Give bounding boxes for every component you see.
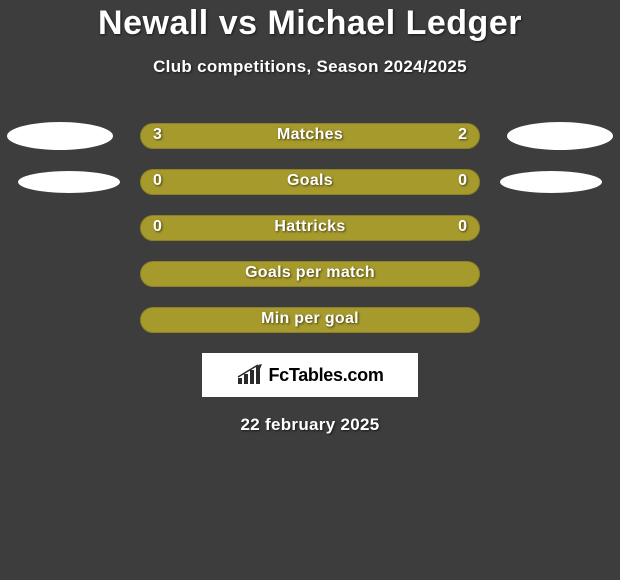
stat-bar: Matches3 2 (140, 123, 480, 149)
stat-bar: Goals0 0 (140, 169, 480, 195)
bars-icon (236, 364, 264, 386)
comparison-panel: Newall vs Michael Ledger Club competitio… (0, 0, 620, 435)
page-title: Newall vs Michael Ledger (0, 4, 620, 43)
stat-label: Goals (141, 172, 479, 190)
stat-right-value: 0 (458, 172, 467, 190)
stat-right-value: 2 (458, 126, 467, 144)
branding-badge: FcTables.com (202, 353, 418, 397)
stat-left-value: 0 (153, 172, 162, 190)
stat-row: Hattricks0 0 (0, 215, 620, 241)
page-subtitle: Club competitions, Season 2024/2025 (0, 57, 620, 77)
stat-bar: Hattricks0 0 (140, 215, 480, 241)
branding-text: FcTables.com (268, 365, 383, 386)
date-line: 22 february 2025 (0, 415, 620, 435)
stat-right-value: 0 (458, 218, 467, 236)
stat-row: Goals0 0 (0, 169, 620, 195)
stat-label: Matches (141, 126, 479, 144)
stat-row: Matches3 2 (0, 123, 620, 149)
branding-inner: FcTables.com (236, 364, 383, 386)
player-right-marker (507, 122, 613, 150)
stat-left-value: 0 (153, 218, 162, 236)
stat-rows: Matches32Goals00Hattricks00Goals per mat… (0, 123, 620, 333)
stat-left-value: 3 (153, 126, 162, 144)
player-left-marker (7, 122, 113, 150)
stat-row: Min per goal (0, 307, 620, 333)
stat-bar: Goals per match (140, 261, 480, 287)
stat-label: Hattricks (141, 218, 479, 236)
player-left-marker (18, 171, 120, 193)
stat-row: Goals per match (0, 261, 620, 287)
stat-label: Goals per match (141, 264, 479, 282)
player-right-marker (500, 171, 602, 193)
stat-label: Min per goal (141, 310, 479, 328)
stat-bar: Min per goal (140, 307, 480, 333)
